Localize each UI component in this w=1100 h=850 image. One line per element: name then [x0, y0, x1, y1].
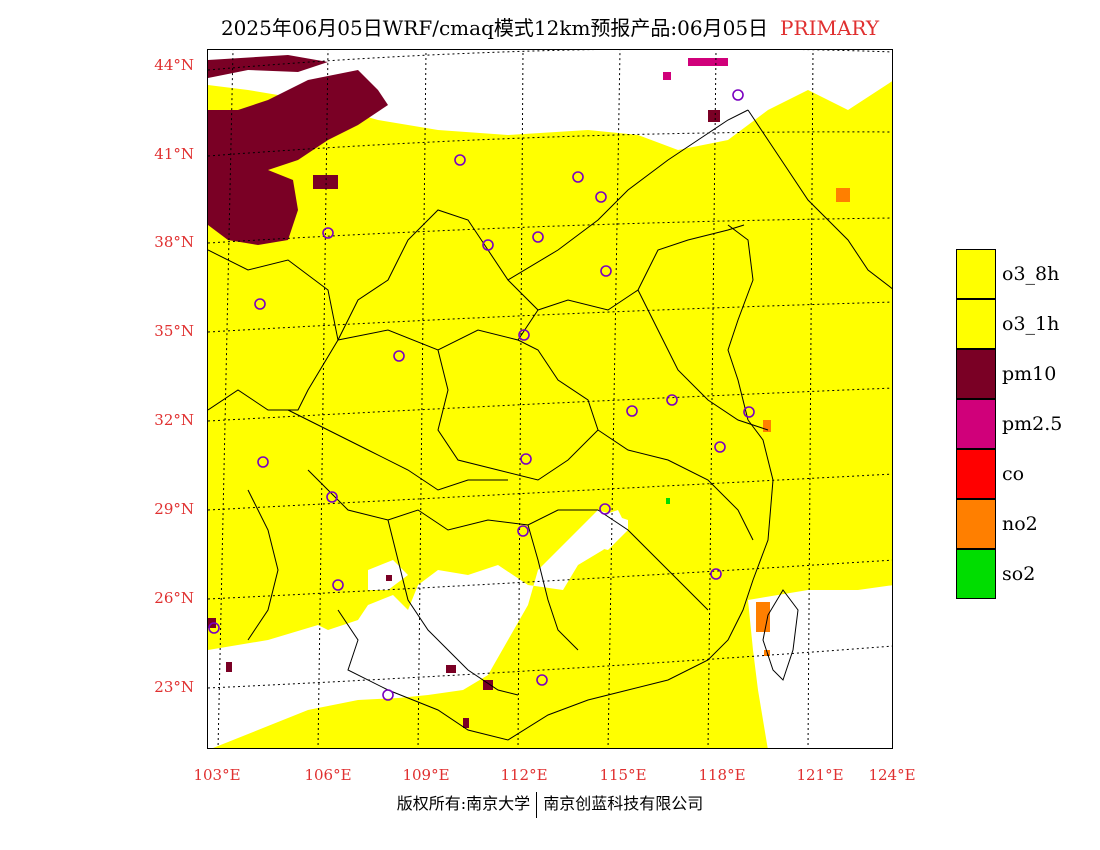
copyright-company: 南京创蓝科技有限公司 — [543, 794, 704, 813]
legend-label: pm10 — [1002, 363, 1057, 385]
no-data-regions — [208, 50, 892, 748]
legend: o3_8h o3_1h pm10 pm2.5 co no2 so2 — [956, 249, 1096, 599]
legend-swatch — [956, 399, 996, 449]
lat-label-29: 29°N — [154, 500, 194, 518]
legend-label: co — [1002, 463, 1025, 485]
primary-tag: PRIMARY — [780, 16, 880, 40]
footer-divider — [536, 791, 538, 818]
lat-label-35: 35°N — [154, 322, 194, 340]
graticule — [208, 50, 892, 748]
legend-swatch — [956, 449, 996, 499]
city-markers — [208, 89, 755, 701]
legend-swatch — [956, 349, 996, 399]
legend-item-so2: so2 — [956, 549, 1096, 599]
pollutant-map — [207, 49, 893, 749]
lon-label-109: 109°E — [402, 766, 450, 784]
legend-label: pm2.5 — [1002, 413, 1063, 435]
boundaries — [208, 109, 892, 741]
lat-label-44: 44°N — [154, 56, 194, 74]
lon-label-106: 106°E — [304, 766, 352, 784]
legend-swatch — [956, 549, 996, 599]
legend-swatch — [956, 499, 996, 549]
copyright-footer: 版权所有:南京大学 南京创蓝科技有限公司 — [0, 790, 1100, 818]
pm10-patch — [313, 175, 338, 189]
lon-label-121: 121°E — [796, 766, 844, 784]
lon-label-112: 112°E — [500, 766, 548, 784]
legend-label: no2 — [1002, 513, 1038, 535]
pm10-region — [208, 70, 388, 245]
legend-item-no2: no2 — [956, 499, 1096, 549]
map-title: 2025年06月05日WRF/cmaq模式12km预报产品:06月05日 PRIM… — [0, 12, 1100, 41]
lat-label-26: 26°N — [154, 589, 194, 607]
lat-label-23: 23°N — [154, 678, 194, 696]
lat-label-32: 32°N — [154, 411, 194, 429]
copyright-owner: 版权所有:南京大学 — [396, 794, 531, 813]
title-text: 2025年06月05日WRF/cmaq模式12km预报产品:06月05日 — [220, 16, 769, 40]
lon-label-115: 115°E — [599, 766, 647, 784]
legend-label: so2 — [1002, 563, 1036, 585]
legend-item-o3-1h: o3_1h — [956, 299, 1096, 349]
lon-label-118: 118°E — [698, 766, 746, 784]
map-canvas — [208, 50, 892, 748]
lat-label-41: 41°N — [154, 145, 194, 163]
legend-swatch — [956, 299, 996, 349]
legend-label: o3_1h — [1002, 313, 1060, 335]
legend-item-pm25: pm2.5 — [956, 399, 1096, 449]
legend-item-co: co — [956, 449, 1096, 499]
lon-label-124: 124°E — [868, 766, 916, 784]
legend-item-pm10: pm10 — [956, 349, 1096, 399]
legend-swatch — [956, 249, 996, 299]
lat-label-38: 38°N — [154, 233, 194, 251]
legend-label: o3_8h — [1002, 263, 1060, 285]
pm10-top — [208, 55, 328, 78]
pollutant-specks — [208, 58, 850, 728]
legend-item-o3-8h: o3_8h — [956, 249, 1096, 299]
lon-label-103: 103°E — [193, 766, 241, 784]
